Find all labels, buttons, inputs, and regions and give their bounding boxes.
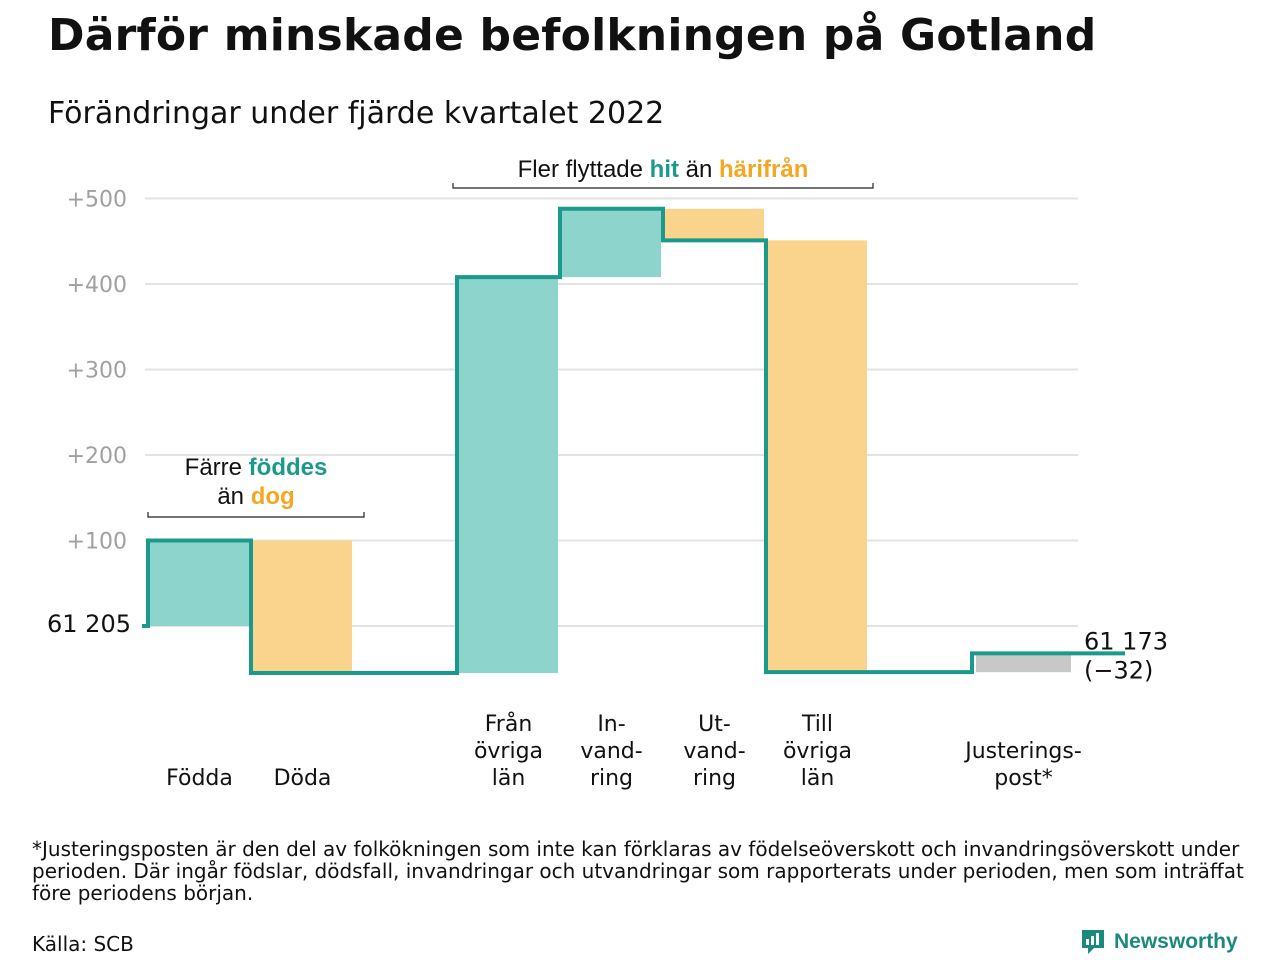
y-tick-label: +300 bbox=[67, 359, 127, 384]
annotation-part: hit bbox=[650, 156, 679, 183]
category-label-till-ovriga-lan: Till bbox=[801, 712, 833, 737]
bar-invandring bbox=[562, 208, 661, 278]
y-tick-label: +400 bbox=[67, 273, 127, 298]
category-label-invandring: vand- bbox=[580, 739, 642, 764]
y-tick-label: +200 bbox=[67, 444, 127, 469]
annotation-part: föddes bbox=[249, 454, 328, 481]
annotation-moves: Fler flyttade hit än härifrån bbox=[518, 156, 809, 183]
category-label-fran-ovriga-lan: övriga bbox=[474, 739, 543, 764]
annotation-part: Färre bbox=[185, 454, 249, 481]
end-value-label: 61 173 bbox=[1084, 627, 1168, 655]
start-value-label: 61 205 bbox=[47, 610, 131, 638]
page-title: Därför minskade befolkningen på Gotland bbox=[48, 10, 1097, 61]
annotation-births: Färre föddes bbox=[185, 454, 328, 481]
category-label-invandring: ring bbox=[590, 766, 633, 791]
category-label-invandring: In- bbox=[597, 712, 625, 737]
category-label-till-ovriga-lan: län bbox=[801, 766, 835, 791]
category-label-utvandring: vand- bbox=[683, 739, 745, 764]
bar-till-ovriga-lan bbox=[768, 240, 867, 673]
annotation-bracket-births bbox=[147, 512, 365, 518]
annotation-bracket-moves bbox=[452, 183, 874, 189]
category-label-justeringspost: post* bbox=[994, 766, 1053, 791]
bar-utvandring bbox=[665, 208, 764, 241]
annotation-part: dog bbox=[251, 483, 295, 510]
annotation-part: än bbox=[217, 483, 250, 510]
source-note: Källa: SCB bbox=[32, 932, 134, 956]
category-label-utvandring: Ut- bbox=[698, 712, 731, 737]
category-label-doda: Döda bbox=[274, 766, 332, 791]
annotation-births: än dog bbox=[217, 483, 294, 510]
brand-logo: Newsworthy bbox=[1080, 928, 1238, 956]
category-label-till-ovriga-lan: övriga bbox=[783, 739, 852, 764]
bar-fodda bbox=[150, 540, 249, 626]
footnote: *Justeringsposten är den del av folkökni… bbox=[32, 837, 1244, 905]
y-tick-label: +100 bbox=[67, 530, 127, 555]
category-label-fran-ovriga-lan: län bbox=[492, 766, 526, 791]
bar-justeringspost bbox=[976, 653, 1071, 673]
annotation-part: härifrån bbox=[719, 156, 808, 183]
category-label-utvandring: ring bbox=[693, 766, 736, 791]
end-change-label: (−32) bbox=[1084, 656, 1153, 684]
newsworthy-logo-icon bbox=[1082, 930, 1104, 954]
category-label-justeringspost: Justerings- bbox=[963, 739, 1082, 764]
brand-name: Newsworthy bbox=[1114, 930, 1238, 953]
page-subtitle: Förändringar under fjärde kvartalet 2022 bbox=[48, 96, 665, 131]
annotation-part: Fler flyttade bbox=[518, 156, 650, 183]
category-label-fran-ovriga-lan: Från bbox=[485, 711, 533, 737]
annotation-part: än bbox=[679, 156, 719, 183]
bar-doda bbox=[253, 540, 352, 674]
cumulative-step-line bbox=[142, 206, 1125, 676]
category-label-fodda: Födda bbox=[166, 766, 233, 791]
bar-fran-ovriga-lan bbox=[459, 277, 558, 674]
y-tick-label: +500 bbox=[67, 188, 127, 213]
